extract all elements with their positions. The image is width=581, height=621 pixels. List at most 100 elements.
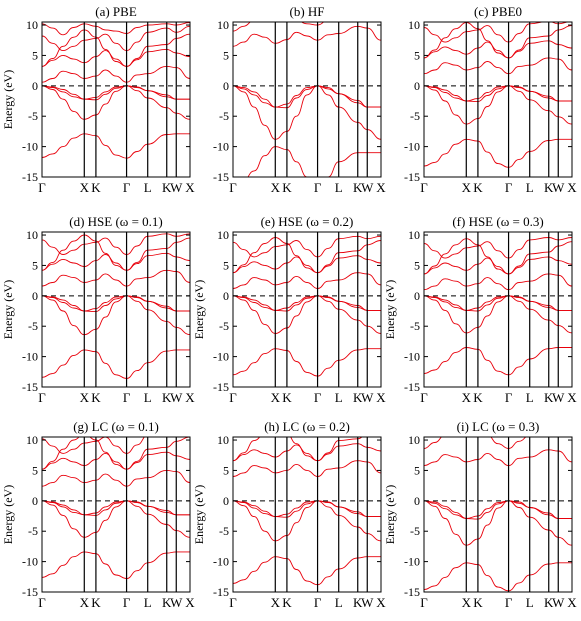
y-axis-label: Energy (eV) (1, 280, 15, 339)
band-line-6 (42, 48, 190, 67)
band-line-2 (42, 500, 190, 516)
panel-title: (g) LC (ω = 0.1) (73, 419, 159, 434)
x-tick-label: Γ (38, 595, 46, 610)
x-tick-label: X (271, 390, 281, 405)
band-line-1 (42, 295, 190, 336)
band-line-0 (424, 138, 572, 168)
x-tick-label: Γ (38, 390, 46, 405)
bands-group (233, 235, 381, 377)
panel-title: (f) HSE (ω = 0.3) (452, 214, 543, 229)
band-line-5 (42, 234, 190, 271)
bands-group (233, 437, 381, 586)
y-tick-label: -5 (219, 524, 229, 538)
band-line-5 (233, 437, 363, 462)
y-tick-label: 0 (414, 289, 420, 303)
y-tick-label: 5 (223, 48, 229, 62)
x-tick-label: Γ (229, 180, 237, 195)
band-line-5 (424, 437, 527, 449)
band-line-3 (42, 500, 190, 516)
band-line-0 (424, 562, 572, 592)
y-tick-label: -10 (22, 555, 38, 569)
x-tick-label: K (91, 180, 101, 195)
x-tick-label: Γ (314, 180, 322, 195)
band-line-0 (42, 349, 190, 379)
y-tick-label: -5 (219, 109, 229, 123)
x-tick-label: Γ (314, 390, 322, 405)
y-tick-label: -5 (410, 524, 420, 538)
x-tick-label: Γ (123, 180, 131, 195)
band-line-3 (233, 295, 381, 311)
bands-group (424, 22, 572, 168)
band-line-3 (233, 85, 381, 108)
band-line-8 (42, 22, 190, 36)
y-tick-label: 10 (408, 18, 420, 32)
band-line-0 (233, 348, 381, 377)
bands-group (42, 437, 190, 580)
x-tick-label: K (544, 390, 554, 405)
band-line-2 (233, 85, 381, 109)
x-tick-label: Γ (229, 390, 237, 405)
band-line-1 (424, 295, 572, 334)
band-line-1 (233, 500, 381, 542)
band-line-7 (42, 233, 190, 255)
x-tick-label: W (170, 180, 183, 195)
y-tick-label: 0 (414, 79, 420, 93)
x-tick-label: K (91, 390, 101, 405)
plot-frame (423, 21, 573, 178)
band-line-7 (233, 235, 381, 258)
y-tick-label: 5 (32, 463, 38, 477)
x-tick-label: X (185, 390, 195, 405)
x-tick-label: L (526, 595, 534, 610)
panel-title: (b) HF (289, 4, 324, 19)
band-line-1 (424, 500, 572, 546)
y-tick-label: -10 (213, 350, 229, 364)
y-tick-label: -15 (213, 170, 229, 184)
x-tick-label: X (376, 180, 386, 195)
band-line-4 (233, 460, 381, 477)
x-tick-label: L (526, 180, 534, 195)
x-tick-label: K (353, 390, 363, 405)
x-tick-label: X (80, 390, 90, 405)
x-tick-label: X (376, 595, 386, 610)
band-line-6 (42, 451, 190, 470)
x-tick-label: X (462, 595, 472, 610)
band-line-3 (42, 295, 190, 312)
band-line-2 (424, 85, 572, 103)
y-tick-label: 5 (414, 48, 420, 62)
band-line-4 (424, 449, 572, 467)
x-tick-label: X (185, 180, 195, 195)
x-tick-label: K (473, 595, 483, 610)
x-tick-label: K (91, 595, 101, 610)
y-axis-label: Energy (eV) (1, 70, 15, 129)
x-tick-label: X (567, 595, 577, 610)
x-tick-label: W (170, 390, 183, 405)
panel-title: (d) HSE (ω = 0.1) (69, 214, 163, 229)
y-tick-label: -15 (213, 380, 229, 394)
panel-title: (h) LC (ω = 0.2) (264, 419, 350, 434)
x-tick-label: W (361, 595, 374, 610)
band-line-2 (424, 500, 572, 520)
x-tick-label: K (282, 595, 292, 610)
bands-group (233, 22, 381, 177)
y-tick-label: -15 (22, 585, 38, 599)
band-line-1 (233, 295, 381, 334)
y-tick-label: 0 (32, 494, 38, 508)
y-tick-label: -5 (28, 524, 38, 538)
y-tick-label: 5 (414, 258, 420, 272)
x-tick-label: X (185, 595, 195, 610)
x-tick-label: W (170, 595, 183, 610)
y-tick-label: 10 (26, 18, 38, 32)
x-tick-label: W (552, 595, 565, 610)
band-line-4 (42, 269, 190, 287)
y-tick-label: 10 (26, 228, 38, 242)
x-tick-label: W (552, 390, 565, 405)
band-line-0 (247, 146, 381, 177)
y-tick-label: 10 (217, 18, 229, 32)
band-line-7 (42, 25, 190, 52)
bands-group (42, 233, 190, 379)
panel-title: (c) PBE0 (474, 4, 522, 19)
band-line-5 (424, 238, 572, 275)
panel-title: (a) PBE (95, 4, 137, 19)
